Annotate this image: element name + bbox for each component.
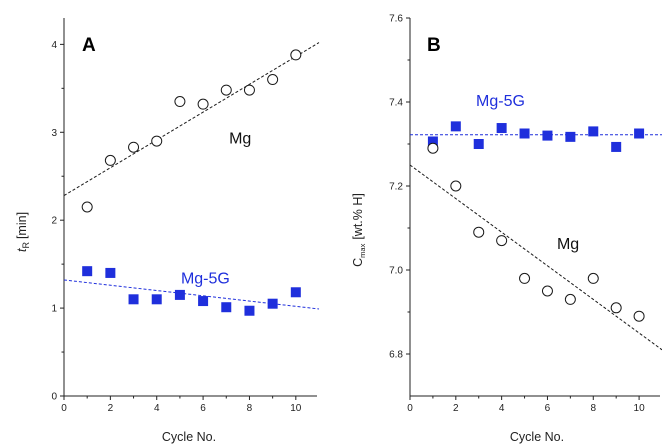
panel-a-mg-annotation: Mg	[229, 131, 251, 148]
panel-b-y-tick-label: 7.6	[389, 14, 403, 25]
panel-a-x-axis-title: Cycle No.	[162, 430, 216, 444]
panel-b-mg-point	[450, 180, 462, 192]
panel-a-mg-5g-point	[128, 294, 139, 305]
panel-a-mg-5g-point	[82, 266, 93, 277]
panel-a-y-axis-subscript: R	[21, 242, 31, 249]
panel-b-y-axis-title: Cmax [wt.% H]	[351, 193, 367, 267]
panel-a-x-tick-label: 4	[154, 403, 160, 414]
panel-a-y-axis-unit: [min]	[15, 212, 29, 239]
panel-b-mg-point	[427, 142, 439, 154]
panel-b-mg-5g-point	[542, 130, 553, 141]
panel-b-y-tick-label: 7.0	[389, 266, 403, 277]
panel-a-mg-5g-point	[267, 298, 278, 309]
panel-b-x-tick-label: 0	[407, 403, 413, 414]
panel-b-mg-point	[541, 285, 553, 297]
panel-a-y-tick-label: 3	[51, 128, 57, 139]
panel-b-label: B	[427, 35, 441, 56]
panel-a-mg-point	[174, 96, 186, 108]
panel-b-x-axis-title: Cycle No.	[510, 430, 564, 444]
panel-a-y-axis-title: tR [min]	[15, 212, 31, 252]
panel-a-y-tick-label: 1	[51, 304, 57, 315]
panel-a-mg-5g-point	[244, 305, 255, 316]
panel-b-mg-5g-point	[519, 128, 530, 139]
panel-b-mg-trend-line	[409, 164, 662, 351]
panel-a-mg-5g-point	[151, 294, 162, 305]
panel-a-y-tick-label: 0	[51, 392, 57, 403]
panel-b-mg-point	[519, 272, 531, 284]
panel-b-mg-5g-point	[473, 139, 484, 149]
panel-a-mg-5g-point	[174, 289, 185, 300]
panel-b-x-tick-label: 2	[453, 403, 459, 414]
panel-a-y-tick-label: 4	[51, 40, 57, 51]
panel-b-x-tick-label: 6	[545, 403, 551, 414]
panel-a-mg-point	[220, 84, 232, 96]
panel-a-label: A	[82, 35, 96, 56]
panel-b-mg-annotation: Mg	[557, 236, 579, 253]
panel-b-y-axis-symbol: C	[351, 258, 365, 267]
panel-b-y-tick-label: 7.4	[389, 98, 403, 109]
panel-b-x-tick-label: 4	[499, 403, 505, 414]
panel-a-mg-point	[104, 154, 116, 166]
panel-b-x-tick-label: 10	[634, 403, 646, 414]
panel-a-x-tick-label: 10	[290, 403, 302, 414]
panel-b-mg-5g-point	[450, 121, 461, 132]
panel-b-mg-5g-annotation: Mg-5G	[476, 93, 525, 110]
panel-b-x-tick-label: 8	[590, 403, 596, 414]
chart-panel-a: A Cycle No. tR [min] 0 2 4 6 8 10 0 1 2 3 4 Mg Mg-5G	[15, 18, 320, 444]
panel-b-mg-5g-point	[427, 136, 438, 147]
panel-a-mg-point	[243, 84, 255, 96]
panel-a-x-tick-label: 8	[247, 403, 253, 414]
panel-b-mg-point	[587, 272, 599, 284]
panel-a-mg-point	[128, 141, 140, 153]
panel-b-mg-5g-point	[588, 126, 599, 137]
panel-a-mg-point	[267, 74, 279, 86]
panel-a-mg-5g-point	[105, 267, 116, 278]
panel-a-y-axis-symbol: t	[15, 248, 29, 252]
panel-b-mg-5g-point	[611, 141, 622, 152]
panel-b-mg-point	[633, 310, 645, 322]
panel-b-y-axis-unit: [wt.% H]	[351, 193, 365, 240]
panel-a-x-tick-label: 2	[108, 403, 114, 414]
panel-b-y-axis-subscript: max	[358, 243, 367, 257]
panel-a-x-tick-label: 6	[200, 403, 206, 414]
panel-b-mg-point	[473, 226, 485, 238]
panel-b-y-tick-label: 7.2	[389, 182, 403, 193]
panel-b-mg-5g-point	[565, 131, 576, 142]
panel-b-mg-5g-point	[634, 128, 645, 139]
panel-a-mg-5g-trend-line	[63, 279, 320, 310]
panel-a-mg-5g-point	[290, 287, 301, 298]
panel-a-mg-point	[81, 201, 93, 213]
panel-a-mg-5g-point	[221, 302, 232, 313]
panel-a-mg-5g-point	[198, 296, 209, 307]
panel-a-x-tick-label: 0	[61, 403, 67, 414]
panel-a-mg-trend-line	[63, 42, 320, 197]
panel-b-mg-point	[610, 302, 622, 314]
panel-b-mg-point	[564, 293, 576, 305]
panel-a-y-tick-label: 2	[51, 216, 57, 227]
panel-b-mg-5g-point	[496, 123, 507, 134]
panel-a-mg-point	[290, 49, 302, 61]
panel-b-mg-point	[496, 235, 508, 247]
chart-panel-b: B Cycle No. Cmax [wt.% H] 0 2 4 6 8 10 6.8 7.0 7.…	[351, 14, 662, 444]
panel-a-mg-5g-annotation: Mg-5G	[181, 270, 230, 287]
panel-b-y-tick-label: 6.8	[389, 350, 403, 361]
panel-a-mg-point	[197, 98, 209, 110]
panel-a-mg-point	[151, 135, 163, 147]
